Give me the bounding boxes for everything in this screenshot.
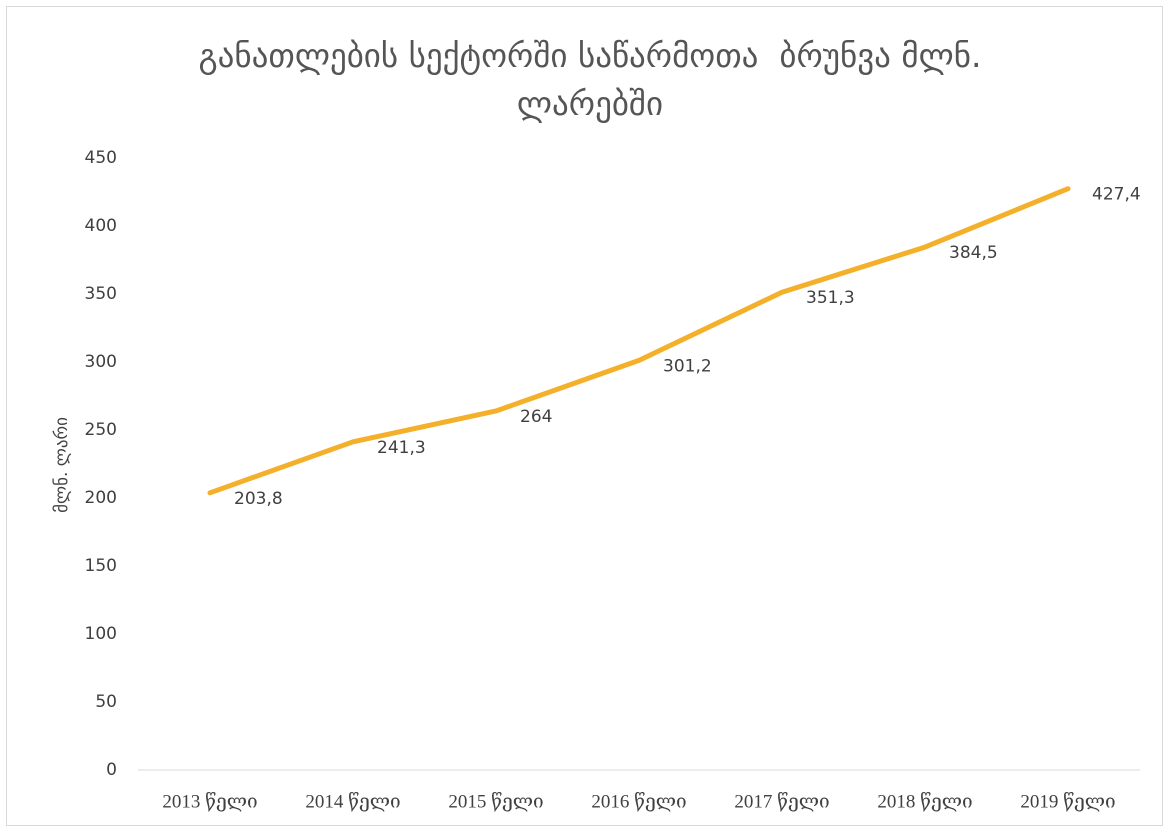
y-tick-label: 450	[85, 148, 117, 168]
data-label: 427,4	[1092, 185, 1141, 205]
x-tick-label: 2019 წელი	[1020, 791, 1115, 812]
data-label: 264	[520, 407, 552, 427]
y-tick-label: 150	[85, 556, 117, 576]
y-tick-label: 50	[95, 692, 117, 712]
y-tick-label: 400	[85, 216, 117, 236]
data-label: 351,3	[806, 288, 855, 308]
data-label: 241,3	[377, 438, 426, 458]
y-tick-label: 300	[85, 352, 117, 372]
x-tick-label: 2018 წელი	[877, 791, 972, 812]
line-series	[207, 186, 1071, 496]
x-tick-label: 2013 წელი	[162, 791, 257, 812]
x-tick-label: 2015 წელი	[448, 791, 543, 812]
data-label: 384,5	[949, 243, 998, 263]
y-tick-label: 0	[106, 760, 117, 780]
x-tick-label: 2017 წელი	[734, 791, 829, 812]
y-tick-label: 250	[85, 420, 117, 440]
y-tick-label: 100	[85, 624, 117, 644]
data-label: 203,8	[234, 489, 283, 509]
y-axis-label: მლნ. ლარი	[52, 417, 72, 513]
y-tick-label: 200	[85, 488, 117, 508]
x-tick-label: 2014 წელი	[305, 791, 400, 812]
x-tick-label: 2016 წელი	[591, 791, 686, 812]
data-label: 301,2	[663, 356, 712, 376]
chart-title: განათლების სექტორში საწარმოთა ბრუნვა მლნ…	[198, 36, 993, 123]
chart-border	[6, 6, 1163, 826]
y-tick-label: 350	[85, 284, 117, 304]
